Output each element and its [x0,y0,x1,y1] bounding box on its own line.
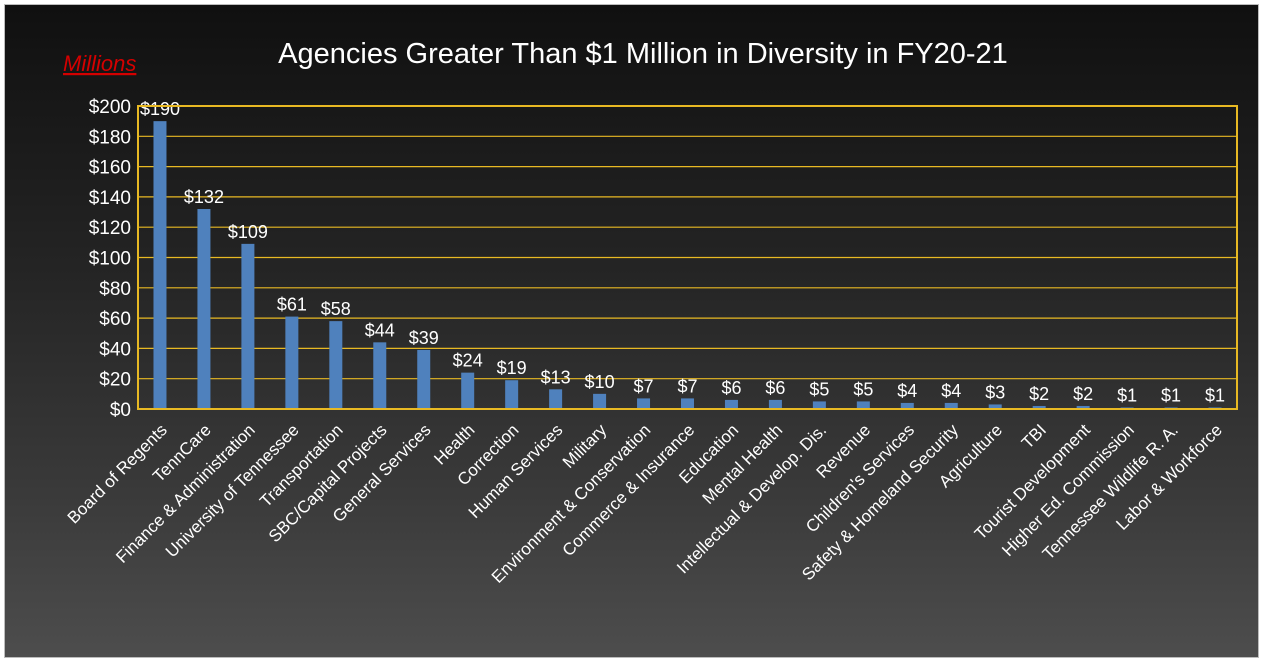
bar [812,401,826,409]
data-label: $10 [585,372,615,392]
bars [153,121,1222,410]
data-label: $44 [365,320,395,340]
bar [988,404,1002,409]
bar [681,398,694,409]
data-label: $4 [941,381,961,401]
y-tick-label: $180 [89,127,131,148]
category-label: TBI [1018,420,1050,452]
bar [461,372,475,409]
bar [637,398,651,409]
chart-frame: Millions Agencies Greater Than $1 Millio… [4,4,1259,658]
y-tick-label: $140 [89,188,131,209]
data-label: $7 [677,376,697,396]
bar [593,393,607,409]
data-labels: $190 $132$109 $61 $58 $44 $39 $24 $19 $13 $10 $7 $7… [140,99,1225,405]
y-tick-label: $200 [89,97,131,118]
data-label: $13 [541,367,571,387]
bar [373,342,387,409]
data-label: $2 [1073,384,1093,404]
bar [1032,405,1046,409]
data-label: $5 [853,379,873,399]
bar [241,243,255,409]
data-label: $2 [1029,384,1049,404]
data-label: $109 [228,222,268,242]
bar [724,399,738,409]
data-label: $132 [184,187,224,207]
bar [768,399,782,409]
y-axis-ticks: $0 $20 $40 $60 $80 $100 $120 $140 $160 $180 $200 [89,97,131,421]
data-label: $4 [897,381,917,401]
data-label: $61 [277,295,307,315]
data-label: $6 [765,378,785,398]
data-label: $39 [409,328,439,348]
data-label: $19 [497,358,527,378]
data-label: $1 [1161,385,1181,405]
y-tick-label: $80 [99,279,131,300]
y-tick-label: $100 [89,249,131,270]
data-label: $1 [1117,385,1137,405]
bar [197,209,211,409]
bar [1076,405,1090,409]
y-tick-label: $160 [89,158,131,179]
y-tick-label: $120 [89,218,131,239]
y-tick-label: $40 [99,339,131,360]
bar [944,402,958,409]
data-label: $6 [721,378,741,398]
data-label: $24 [453,351,483,371]
bar [285,316,299,409]
gridlines [138,105,1237,410]
data-label: $1 [1205,385,1225,405]
bar [900,402,914,409]
bar [549,389,563,409]
bar-chart: Millions Agencies Greater Than $1 Millio… [63,38,1238,587]
bar [856,401,870,409]
bar [417,349,431,409]
data-label: $3 [985,382,1005,402]
y-tick-label: $60 [99,309,131,330]
bar [505,380,519,409]
data-label: $5 [809,379,829,399]
unit-label: Millions [63,51,136,76]
plot-area-border [137,105,1238,410]
bar [153,121,167,410]
data-label: $190 [140,99,180,119]
data-label: $58 [321,299,351,319]
chart-title: Agencies Greater Than $1 Million in Dive… [278,38,1008,70]
data-label: $7 [634,376,654,396]
y-tick-label: $20 [99,370,131,391]
y-tick-label: $0 [110,400,131,421]
bar [329,321,343,409]
